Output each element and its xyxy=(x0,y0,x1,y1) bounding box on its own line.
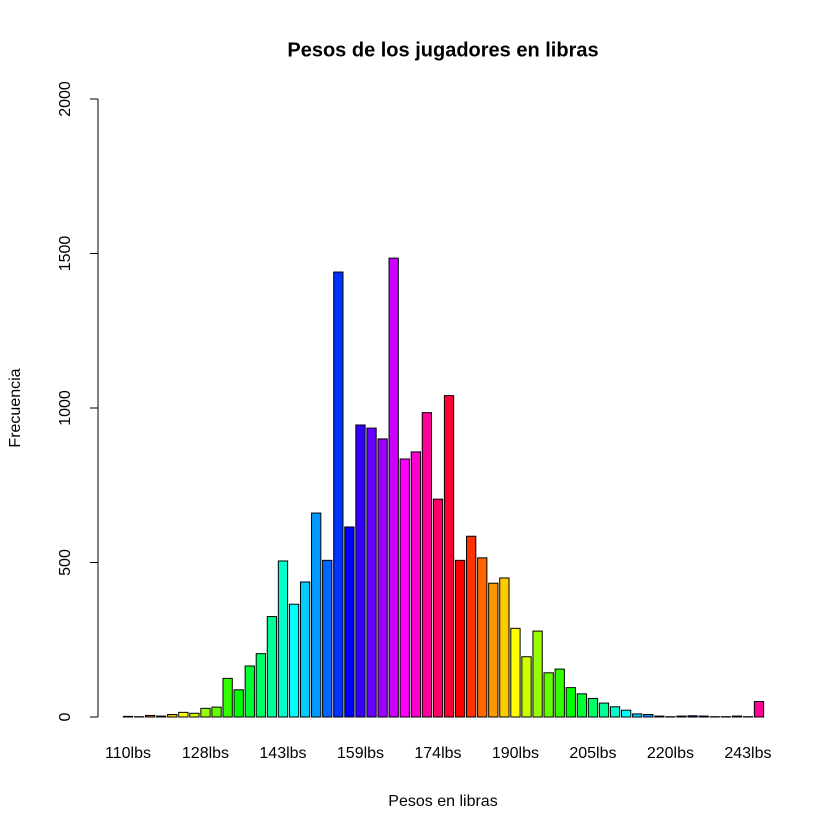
bar xyxy=(144,714,156,718)
bar xyxy=(244,665,255,718)
bar xyxy=(698,715,709,718)
bar xyxy=(521,656,532,718)
bar xyxy=(211,706,222,718)
bar xyxy=(421,412,433,718)
bar xyxy=(277,560,289,718)
bar xyxy=(565,687,576,718)
y-tick-label: 500 xyxy=(57,549,74,576)
bar xyxy=(643,714,654,718)
y-tick-label: 1000 xyxy=(57,390,74,426)
bar xyxy=(200,707,211,718)
bar xyxy=(454,559,466,718)
bar xyxy=(322,559,333,718)
bar xyxy=(355,424,366,718)
bar xyxy=(510,627,521,718)
x-axis-label: Pesos en libras xyxy=(388,793,497,810)
x-tick-label: 143lbs xyxy=(259,745,306,762)
bar xyxy=(366,427,377,718)
bar xyxy=(122,715,134,718)
x-tick-label: 205lbs xyxy=(569,745,616,762)
x-tick-label: 110lbs xyxy=(105,745,151,762)
bar xyxy=(410,451,421,718)
y-tick-label: 2000 xyxy=(57,81,74,117)
bar xyxy=(676,715,687,718)
bar xyxy=(477,557,488,718)
y-axis-label: Frecuencia xyxy=(7,368,24,447)
bar xyxy=(554,668,565,718)
bar xyxy=(466,535,477,718)
bar xyxy=(598,702,610,718)
bar xyxy=(587,697,599,718)
bar xyxy=(399,458,410,718)
bar xyxy=(609,706,621,718)
bar xyxy=(167,714,178,718)
x-tick-label: 128lbs xyxy=(182,745,229,762)
x-tick-label: 159lbs xyxy=(337,745,384,762)
x-tick-label: 220lbs xyxy=(647,745,694,762)
bar xyxy=(255,653,266,718)
bar xyxy=(189,712,200,718)
bar xyxy=(632,713,643,718)
bar xyxy=(344,526,355,718)
bar xyxy=(543,672,554,718)
bar xyxy=(288,603,300,718)
bar xyxy=(443,395,455,718)
bar xyxy=(266,616,278,718)
bar xyxy=(654,715,665,718)
x-tick-label: 174lbs xyxy=(414,745,461,762)
bar xyxy=(499,577,510,718)
bar xyxy=(233,689,244,718)
x-tick-label: 243lbs xyxy=(724,745,771,762)
bar xyxy=(222,677,233,718)
bar xyxy=(311,512,322,718)
x-tick-label: 190lbs xyxy=(492,745,539,762)
bar xyxy=(621,709,632,718)
bar xyxy=(731,715,742,718)
bar xyxy=(388,257,399,718)
y-tick-label: 1500 xyxy=(57,236,74,272)
bar xyxy=(576,693,588,718)
bar xyxy=(299,581,311,718)
chart-title: Pesos de los jugadores en libras xyxy=(287,39,598,61)
bar xyxy=(156,715,167,718)
bar xyxy=(377,438,388,718)
bar xyxy=(753,701,765,718)
bar xyxy=(178,711,189,718)
y-tick-label: 0 xyxy=(57,712,74,721)
bar xyxy=(687,715,698,718)
bar xyxy=(333,271,344,718)
bar xyxy=(488,582,499,718)
bar xyxy=(532,630,543,718)
bar xyxy=(432,498,444,718)
